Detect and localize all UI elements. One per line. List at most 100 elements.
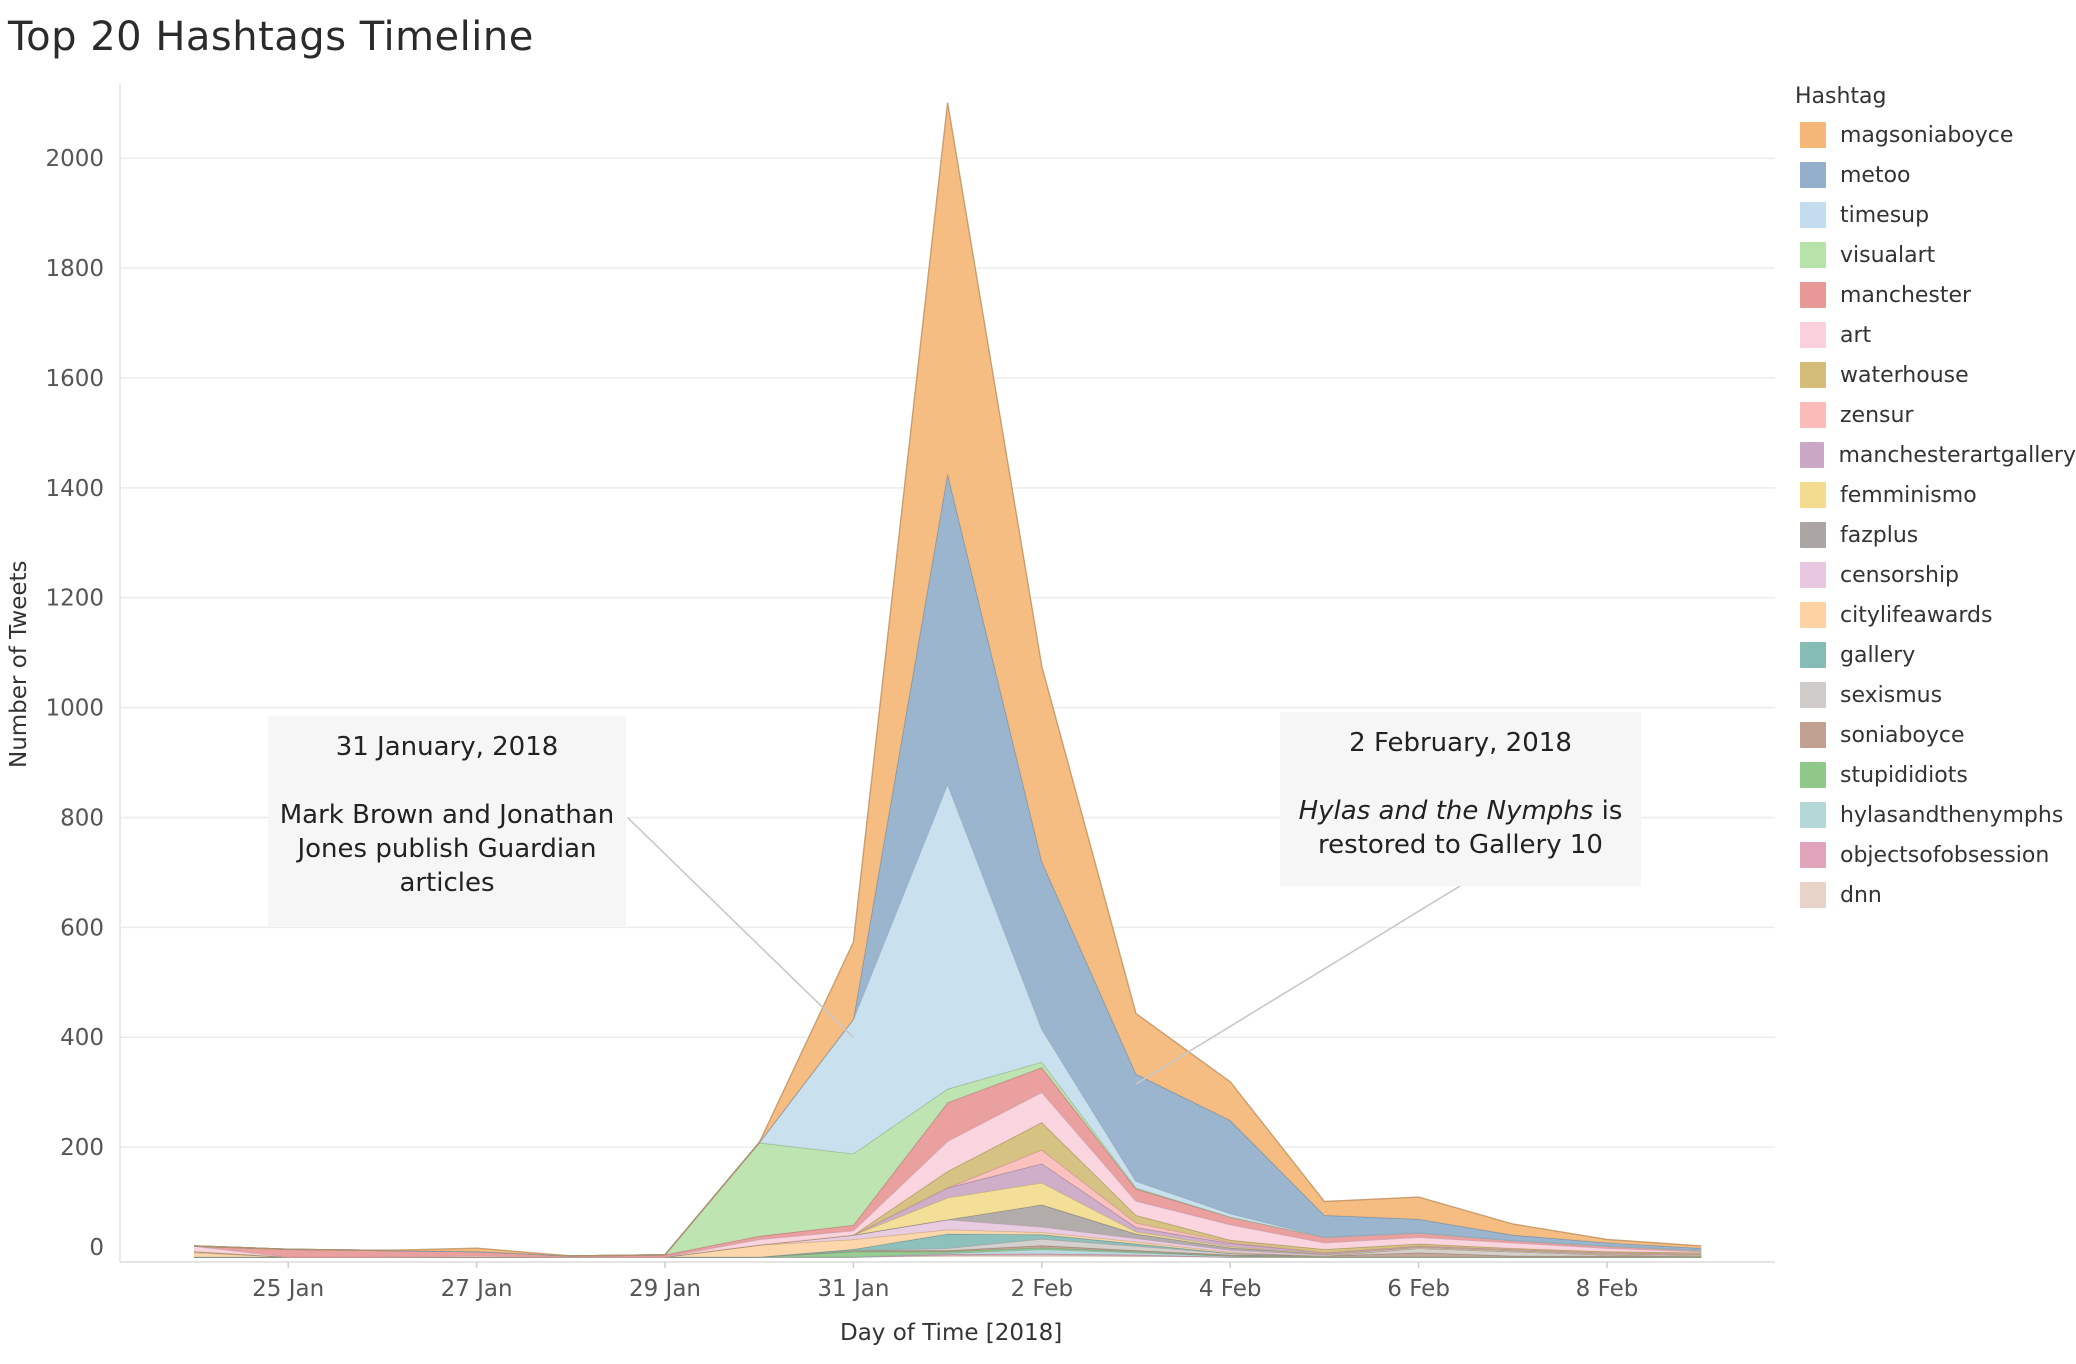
legend-swatch-fazplus xyxy=(1800,522,1826,548)
axes: 0 200 400 600 800 1000 1200 1400 1600 1800 2000 25 … xyxy=(45,146,1638,1302)
legend-item-sexismus[interactable]: sexismus xyxy=(1795,675,2076,715)
x-tick-label-3: 31 Jan xyxy=(817,1276,889,1302)
legend-item-citylifeawards[interactable]: citylifeawards xyxy=(1795,595,2076,635)
y-tick-label-1200: 1200 xyxy=(45,586,104,612)
legend-label-citylifeawards: citylifeawards xyxy=(1840,602,1993,628)
x-tick-label-6: 6 Feb xyxy=(1387,1276,1450,1302)
legend-item-stupididiots[interactable]: stupididiots xyxy=(1795,755,2076,795)
area-magsoniaboyce xyxy=(194,102,1702,1256)
legend-swatch-zensur xyxy=(1800,402,1826,428)
legend-item-visualart[interactable]: visualart xyxy=(1795,235,2076,275)
legend-label-gallery: gallery xyxy=(1840,642,1916,668)
legend-item-waterhouse[interactable]: waterhouse xyxy=(1795,355,2076,395)
legend-label-femminismo: femminismo xyxy=(1840,482,1977,508)
y-tick-label-800: 800 xyxy=(60,805,104,831)
chart-title: Top 20 Hashtags Timeline xyxy=(8,14,534,60)
y-tick-label-2000: 2000 xyxy=(45,146,104,172)
legend-swatch-objectsofobsession xyxy=(1800,842,1826,868)
legend-label-visualart: visualart xyxy=(1840,242,1936,268)
legend-swatch-censorship xyxy=(1800,562,1826,588)
legend-label-timesup: timesup xyxy=(1840,202,1930,228)
x-tick-label-7: 8 Feb xyxy=(1576,1276,1639,1302)
legend-swatch-hylasandthenymphs xyxy=(1800,802,1826,828)
legend-label-dnn: dnn xyxy=(1840,882,1882,908)
x-tick-label-2: 29 Jan xyxy=(629,1276,701,1302)
legend-swatch-art xyxy=(1800,322,1826,348)
legend-item-zensur[interactable]: zensur xyxy=(1795,395,2076,435)
legend-items: magsoniaboyce metoo timesup visualart manche… xyxy=(1795,115,2076,915)
area-gallery xyxy=(194,1233,1702,1257)
legend-swatch-stupididiots xyxy=(1800,762,1826,788)
annotation-jan31-leader xyxy=(627,817,854,1038)
legend-item-objectsofobsession[interactable]: objectsofobsession xyxy=(1795,835,2076,875)
annotation-jan31: 31 January, 2018 Mark Brown and Jonathan… xyxy=(268,716,626,926)
legend-item-manchesterartgallery[interactable]: manchesterartgallery xyxy=(1795,435,2076,475)
legend-item-censorship[interactable]: censorship xyxy=(1795,555,2076,595)
legend-swatch-metoo xyxy=(1800,162,1826,188)
legend-swatch-waterhouse xyxy=(1800,362,1826,388)
legend-item-art[interactable]: art xyxy=(1795,315,2076,355)
annotation-jan31-body: Mark Brown and Jonathan Jones publish Gu… xyxy=(279,800,615,898)
x-tick-label-1: 27 Jan xyxy=(441,1276,513,1302)
annotation-feb2-body-italic: Hylas and the Nymphs xyxy=(1298,796,1594,826)
legend-swatch-citylifeawards xyxy=(1800,602,1826,628)
legend-item-metoo[interactable]: metoo xyxy=(1795,155,2076,195)
legend-item-soniaboyce[interactable]: soniaboyce xyxy=(1795,715,2076,755)
x-axis-title: Day of Time [2018] xyxy=(840,1320,1063,1346)
y-axis-title: Number of Tweets xyxy=(6,560,32,768)
y-tick-label-1000: 1000 xyxy=(45,696,104,722)
area-edge-magsoniaboyce xyxy=(193,102,1702,1257)
legend-label-sexismus: sexismus xyxy=(1840,682,1943,708)
y-tick-label-1400: 1400 xyxy=(45,476,104,502)
legend-label-hylasandthenymphs: hylasandthenymphs xyxy=(1840,802,2064,828)
area-metoo xyxy=(194,473,1702,1256)
area-censorship xyxy=(194,1219,1702,1257)
annotation-leaders xyxy=(627,817,1461,1085)
legend-item-timesup[interactable]: timesup xyxy=(1795,195,2076,235)
legend-label-stupididiots: stupididiots xyxy=(1840,762,1968,788)
area-manchester xyxy=(194,1067,1702,1257)
legend-item-hylasandthenymphs[interactable]: hylasandthenymphs xyxy=(1795,795,2076,835)
area-soniaboyce xyxy=(194,1245,1702,1257)
legend: Hashtag magsoniaboyce metoo timesup visuala… xyxy=(1795,84,2076,915)
legend-label-soniaboyce: soniaboyce xyxy=(1840,722,1965,748)
y-tick-label-400: 400 xyxy=(60,1025,104,1051)
legend-item-fazplus[interactable]: fazplus xyxy=(1795,515,2076,555)
legend-swatch-manchesterartgallery xyxy=(1800,442,1825,468)
legend-item-gallery[interactable]: gallery xyxy=(1795,635,2076,675)
annotation-feb2-body-rest: is restored to Gallery 10 xyxy=(1318,796,1623,860)
legend-item-femminismo[interactable]: femminismo xyxy=(1795,475,2076,515)
legend-swatch-femminismo xyxy=(1800,482,1826,508)
legend-swatch-magsoniaboyce xyxy=(1800,122,1826,148)
y-tick-label-1600: 1600 xyxy=(45,366,104,392)
legend-item-manchester[interactable]: manchester xyxy=(1795,275,2076,315)
y-tick-label-1800: 1800 xyxy=(45,256,104,282)
x-tick-label-0: 25 Jan xyxy=(252,1276,324,1302)
legend-label-zensur: zensur xyxy=(1840,402,1914,428)
x-tick-label-5: 4 Feb xyxy=(1199,1276,1262,1302)
legend-label-manchesterartgallery: manchesterartgallery xyxy=(1838,442,2076,468)
y-tick-label-200: 200 xyxy=(60,1135,104,1161)
legend-label-waterhouse: waterhouse xyxy=(1840,362,1969,388)
legend-label-objectsofobsession: objectsofobsession xyxy=(1840,842,2050,868)
legend-swatch-dnn xyxy=(1800,882,1826,908)
legend-item-dnn[interactable]: dnn xyxy=(1795,875,2076,915)
legend-swatch-visualart xyxy=(1800,242,1826,268)
area-objectsofobsession xyxy=(194,1253,1702,1257)
x-tick-label-4: 2 Feb xyxy=(1010,1276,1073,1302)
y-tick-label-0: 0 xyxy=(89,1235,104,1261)
legend-label-art: art xyxy=(1840,322,1872,348)
legend-label-magsoniaboyce: magsoniaboyce xyxy=(1840,122,2014,148)
legend-label-censorship: censorship xyxy=(1840,562,1960,588)
area-visualart xyxy=(194,1062,1702,1256)
legend-item-magsoniaboyce[interactable]: magsoniaboyce xyxy=(1795,115,2076,155)
area-timesup xyxy=(194,784,1702,1256)
legend-label-manchester: manchester xyxy=(1840,282,1972,308)
area-stupididiots xyxy=(194,1247,1702,1257)
annotation-feb2-leader xyxy=(1135,885,1461,1085)
legend-swatch-soniaboyce xyxy=(1800,722,1826,748)
y-tick-label-600: 600 xyxy=(60,915,104,941)
legend-swatch-timesup xyxy=(1800,202,1826,228)
annotation-feb2-heading: 2 February, 2018 xyxy=(1349,728,1572,758)
